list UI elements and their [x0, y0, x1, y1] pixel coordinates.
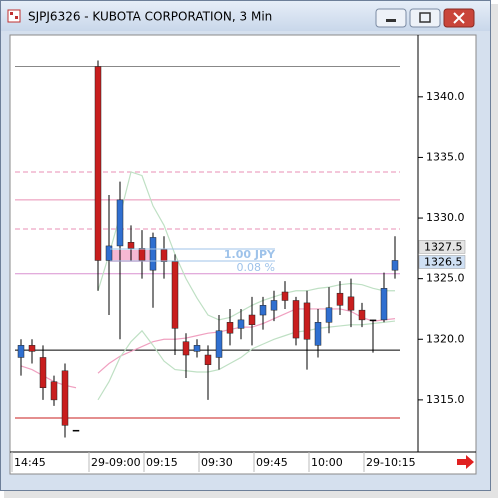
candle-body	[380, 288, 388, 321]
candle-body	[248, 314, 256, 325]
y-tick-label: 1330.0	[426, 211, 465, 224]
candle-body	[292, 300, 300, 339]
y-tick-label: 1340.0	[426, 90, 465, 103]
ruler-annotation: 0.08 %	[237, 261, 275, 274]
candle-body	[237, 319, 245, 329]
app-icon	[7, 9, 21, 23]
window-title: SJPJ6326 - KUBOTA CORPORATION, 3 Min	[28, 10, 272, 24]
candle-body	[391, 260, 399, 271]
candle-body	[28, 345, 36, 352]
candle-body	[39, 357, 47, 389]
price-tag	[418, 255, 466, 269]
maximize-button[interactable]	[409, 8, 441, 28]
candle-body	[204, 354, 212, 365]
candle-body	[358, 309, 366, 321]
app-icon-dot	[10, 12, 13, 15]
minimize-button[interactable]	[375, 8, 407, 28]
ruler-annotation: 1.00 JPY	[224, 248, 276, 261]
candle-body	[270, 300, 278, 311]
app-icon-dot	[15, 16, 18, 19]
scroll-arrow[interactable]	[457, 455, 474, 469]
title-bar	[1, 1, 490, 31]
close-icon	[453, 12, 465, 24]
price-tag	[418, 240, 466, 254]
price-tag-label: 1327.5	[424, 240, 463, 253]
candle-body	[127, 242, 135, 249]
maximize-icon	[419, 12, 431, 23]
x-tick-label: 09:45	[256, 456, 288, 469]
chart-frame	[9, 34, 477, 475]
candle-body	[193, 345, 201, 352]
candle-body	[347, 296, 355, 311]
candle-body	[215, 330, 223, 358]
candle-body	[259, 305, 267, 316]
candle-body	[369, 319, 377, 322]
x-tick-label: 10:00	[311, 456, 343, 469]
x-tick-label: 29-09:00	[91, 456, 141, 469]
x-tick-label: 14:45	[14, 456, 46, 469]
x-tick-label: 29-10:15	[366, 456, 416, 469]
overlay-line	[97, 171, 395, 321]
candle-body	[149, 237, 157, 271]
candle-body	[226, 322, 234, 334]
candle-body	[303, 302, 311, 340]
candle-body	[105, 245, 113, 261]
candle-body	[171, 261, 179, 329]
x-tick-label: 09:30	[201, 456, 233, 469]
overlay-line	[97, 320, 396, 401]
candle-body	[72, 429, 80, 432]
candle-body	[138, 248, 146, 261]
x-tick-label: 09:15	[146, 456, 178, 469]
candle-body	[116, 199, 124, 247]
candle-body	[50, 381, 58, 401]
candle-body	[314, 322, 322, 346]
y-tick-label: 1320.0	[426, 332, 465, 345]
y-tick-label: 1325.0	[426, 272, 465, 285]
y-tick-label: 1315.0	[426, 393, 465, 406]
candle-body	[17, 345, 25, 358]
candle-body	[182, 341, 190, 356]
candle-body	[160, 249, 168, 262]
price-tag-label: 1326.5	[424, 255, 463, 268]
minimize-icon	[386, 19, 396, 22]
candle-body	[281, 291, 289, 301]
candle-body	[336, 292, 344, 306]
candle-body	[325, 307, 333, 323]
candle-body	[94, 66, 102, 261]
y-tick-label: 1335.0	[426, 150, 465, 163]
candle-body	[61, 370, 69, 426]
